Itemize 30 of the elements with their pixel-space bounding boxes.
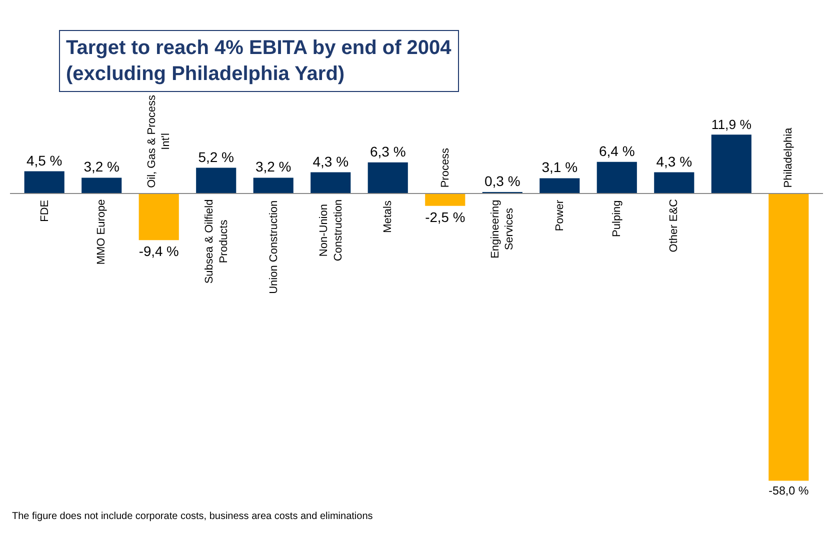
x-tick-label: Philadelphia <box>782 126 795 188</box>
x-tick-label: Engineering Services <box>489 200 516 258</box>
text: The figure does not include corporate costs, business area costs and eliminations <box>12 511 373 522</box>
x-tick-label: Oil, Gas & Process Int'l <box>146 94 172 188</box>
x-tick-label: Process <box>440 147 452 188</box>
x-tick-label: Union Construction <box>268 200 280 294</box>
x-tick-label: Power <box>554 200 566 232</box>
data-label: 11,9 % <box>711 116 752 132</box>
data-label: 0,3 % <box>484 173 520 189</box>
x-tick-label: MMO Europe <box>96 199 108 265</box>
x-tick-label: Metals <box>382 200 394 233</box>
data-label: 4,3 % <box>312 153 349 170</box>
x-tick-label: Pulping <box>610 200 623 237</box>
x-tick-label: Non-Union Construction <box>318 199 344 262</box>
data-label: 4,3 % <box>656 153 692 170</box>
data-label: 6,4 % <box>598 142 635 159</box>
data-label: 5,2 % <box>198 148 234 165</box>
data-label: -2,5 % <box>425 208 466 225</box>
x-tick-label: FDE <box>38 200 51 222</box>
data-label: -9,4 % <box>138 242 179 259</box>
data-label: -58,0 % <box>768 484 809 498</box>
data-label: 6,3 % <box>370 143 406 160</box>
data-label: 4,5 % <box>26 152 62 168</box>
chart-title: Target to reach 4% EBITA by end of 2004 <box>66 37 452 59</box>
data-label: 3,2 % <box>84 158 120 175</box>
chart-subtitle: (excluding Philadelphia Yard) <box>66 63 345 85</box>
x-tick-label: Other E&C <box>668 198 680 252</box>
x-tick-label: Subsea & Oilfield Products <box>204 199 230 284</box>
data-label: 3,2 % <box>255 158 292 175</box>
data-label: 3,1 % <box>542 159 578 176</box>
